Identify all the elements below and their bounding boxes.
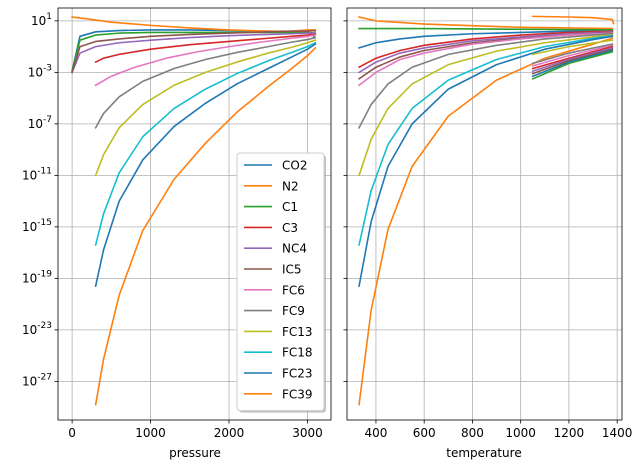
pressure-series-fc23 (94, 42, 317, 288)
temperature-series-fc18 (358, 34, 614, 246)
temperature-series-fc13 (358, 34, 614, 177)
pressure-y-tick-label: 10-15 (22, 218, 52, 234)
pressure-x-ticks: 0 1000 2000 3000 (68, 420, 323, 440)
temperature-x-tick-label: 400 (364, 426, 387, 440)
temperature-panel: 400 600 800 1000 1200 1400 temperature (343, 7, 632, 460)
temperature-grid (347, 8, 622, 420)
temperature-series-fc23 (358, 35, 614, 288)
temperature-x-tick-label: 600 (413, 426, 436, 440)
temperature-series-c3-high-t-branch (531, 45, 614, 70)
pressure-series-fc9 (94, 36, 317, 129)
temperature-series-co2-high-t-branch (531, 49, 614, 78)
legend: CO2 N2 C1 C3 NC4 IC5 FC6 FC9 FC13 FC18 FC23 FC39 (236, 152, 326, 413)
pressure-plot-frame (57, 7, 332, 421)
temperature-x-axis-label: temperature (446, 446, 521, 460)
legend-label: FC9 (282, 304, 305, 318)
legend-label: N2 (282, 179, 299, 193)
pressure-y-ticks: 101 10-3 10-7 10-11 10-15 10-19 10-23 10-27 (22, 12, 58, 388)
pressure-y-tick-label: 10-27 (22, 372, 52, 388)
legend-label: FC18 (282, 346, 313, 360)
temperature-series-fc6-high-t-branch (531, 44, 614, 67)
pressure-panel: 0 1000 2000 3000 101 10-3 10-7 10-11 10-15 10-19… (22, 7, 332, 460)
pressure-series-c3 (94, 32, 317, 64)
temperature-x-ticks: 400 600 800 1000 1200 1400 (364, 420, 632, 440)
temperature-x-tick-label: 800 (461, 426, 484, 440)
temperature-series-nc4-high-t-branch (531, 46, 614, 73)
pressure-x-tick-label: 2000 (214, 426, 245, 440)
temperature-series-fc6 (357, 32, 614, 87)
pressure-series-ic5 (71, 29, 317, 74)
legend-label: FC23 (282, 367, 313, 381)
pressure-y-tick-label: 10-11 (22, 166, 52, 182)
pressure-series-n2 (71, 16, 317, 39)
temperature-series-fc13-high-t-branch (531, 39, 614, 56)
pressure-x-tick-label: 3000 (292, 426, 323, 440)
legend-label: FC13 (282, 325, 313, 339)
temperature-series-ic5-high-t-branch (531, 48, 614, 75)
legend-label: C1 (282, 200, 298, 214)
pressure-x-axis-label: pressure (169, 446, 221, 460)
pressure-y-tick-label: 10-3 (28, 63, 52, 79)
temperature-plot-frame (346, 7, 623, 421)
temperature-series-fc39 (358, 37, 614, 406)
pressure-series-nc4 (71, 32, 317, 74)
temperature-series-n2 (358, 16, 614, 30)
legend-label: FC39 (282, 387, 313, 401)
temperature-series (357, 15, 615, 406)
legend-label: C3 (282, 221, 298, 235)
pressure-series-fc6 (94, 34, 317, 87)
temperature-series-n2-high-t-branch (531, 15, 615, 25)
pressure-series-fc18 (94, 41, 317, 246)
temperature-x-tick-label: 1400 (602, 426, 633, 440)
pressure-y-tick-label: 101 (31, 12, 52, 28)
legend-label: CO2 (282, 159, 307, 173)
pressure-series (71, 16, 317, 406)
pressure-y-tick-label: 10-19 (22, 269, 52, 285)
pressure-y-tick-label: 10-23 (22, 321, 52, 337)
legend-label: IC5 (282, 263, 302, 277)
temperature-series-fc9-high-t-branch (531, 43, 614, 65)
legend-label: FC6 (282, 283, 305, 297)
temperature-series-c1-high-t-branch (531, 50, 614, 80)
temperature-series-co2 (358, 29, 614, 49)
temperature-x-tick-label: 1000 (505, 426, 536, 440)
temperature-series-c1 (358, 27, 614, 31)
temperature-series-nc4 (357, 30, 614, 74)
pressure-y-tick-label: 10-7 (28, 115, 52, 131)
legend-label: NC4 (282, 242, 307, 256)
legend-box (236, 152, 325, 412)
pressure-series-fc39 (94, 46, 317, 406)
temperature-series-c3 (357, 30, 614, 69)
temperature-y-ticks (343, 20, 347, 382)
temperature-series-fc9 (357, 32, 614, 129)
pressure-series-fc13 (94, 39, 317, 177)
temperature-x-tick-label: 1200 (554, 426, 585, 440)
pressure-x-tick-label: 1000 (135, 426, 166, 440)
pressure-x-tick-label: 0 (68, 426, 76, 440)
